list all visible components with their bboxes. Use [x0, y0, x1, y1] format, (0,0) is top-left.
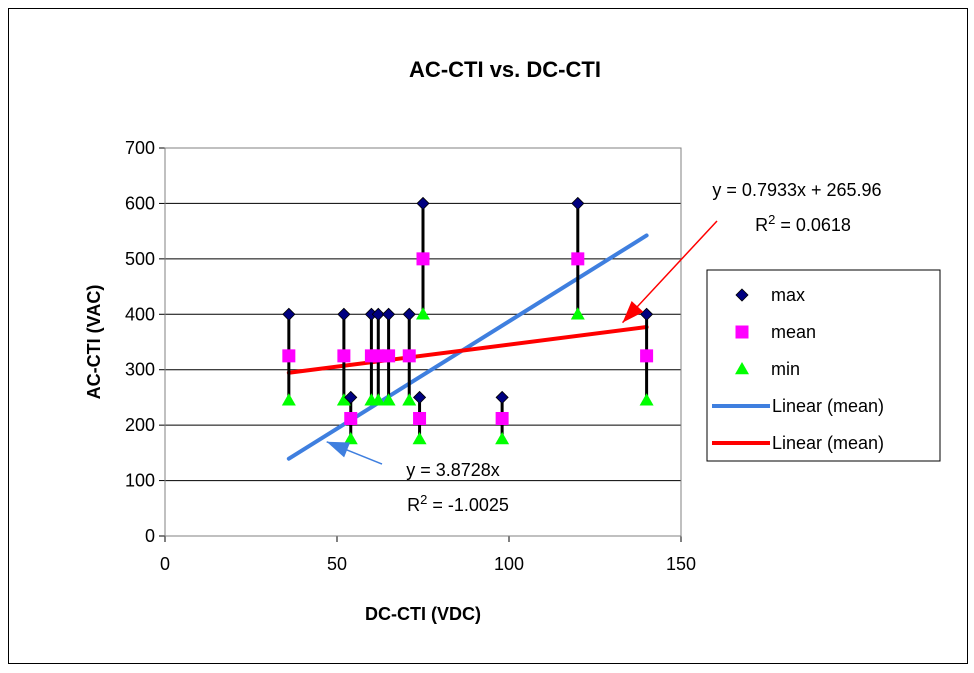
- annotation-blue-arrow-head: [326, 441, 351, 458]
- x-axis-label: DC-CTI (VDC): [365, 604, 481, 624]
- marker-mean: [382, 349, 396, 363]
- plot-area-border: [164, 147, 682, 537]
- marker-max: [416, 196, 430, 210]
- marker-min: [343, 432, 358, 445]
- marker-mean: [416, 252, 430, 266]
- marker-min: [416, 307, 430, 320]
- legend-marker-min: [735, 362, 749, 375]
- legend-label: mean: [771, 322, 816, 342]
- trendline-red: [286, 325, 649, 375]
- annotation-red-arrow-head: [622, 301, 644, 323]
- y-axis-label: AC-CTI (VAC): [84, 285, 104, 400]
- y-tick-label: 600: [125, 193, 155, 213]
- marker-min: [371, 393, 386, 406]
- annotation-red-arrow-line: [621, 220, 718, 324]
- marker-min: [412, 432, 427, 445]
- legend-marker-mean: [735, 325, 749, 339]
- marker-min: [402, 393, 417, 406]
- marker-min: [336, 393, 351, 406]
- marker-min: [281, 393, 296, 406]
- y-tick-label: 100: [125, 471, 155, 491]
- y-tick-label: 200: [125, 415, 155, 435]
- legend-label: Linear (mean): [772, 396, 884, 416]
- y-tick-label: 0: [145, 526, 155, 546]
- marker-max: [371, 307, 385, 321]
- marker-mean: [402, 349, 416, 363]
- legend-label: Linear (mean): [772, 433, 884, 453]
- marker-mean: [640, 349, 654, 363]
- marker-max: [571, 196, 585, 210]
- legend-label: max: [771, 285, 805, 305]
- marker-max: [412, 390, 427, 404]
- legend-label: min: [771, 359, 800, 379]
- x-tick-label: 100: [494, 554, 524, 574]
- marker-max: [344, 390, 358, 404]
- y-tick-labels: 0 100 200 300 400 500 600 700: [125, 138, 155, 546]
- marker-min: [381, 393, 396, 406]
- y-tick-label: 300: [125, 360, 155, 380]
- x-tick-labels: 0 50 100 150: [160, 554, 696, 574]
- marker-max: [382, 307, 396, 321]
- marker-min: [495, 432, 510, 445]
- x-tick-label: 150: [666, 554, 696, 574]
- y-tick-label: 500: [125, 249, 155, 269]
- marker-mean: [371, 349, 385, 363]
- marker-max: [337, 307, 351, 321]
- y-tick-label: 400: [125, 304, 155, 324]
- marker-mean: [495, 411, 509, 425]
- marker-mean: [344, 411, 358, 425]
- annotation-red-r2: R2 = 0.0618: [755, 212, 851, 236]
- marker-mean: [282, 349, 296, 363]
- legend-marker-max: [735, 288, 749, 302]
- marker-mean: [413, 411, 427, 425]
- marker-max: [640, 307, 654, 321]
- marker-mean: [337, 349, 351, 363]
- marker-mean: [571, 252, 585, 266]
- annotation-blue-equation: y = 3.8728x: [406, 460, 500, 480]
- marker-min: [570, 307, 585, 320]
- y-tick-label: 700: [125, 138, 155, 158]
- equation-annotations: y = 0.7933x + 265.96 R2 = 0.0618 y = 3.872…: [326, 180, 882, 516]
- chart-title: AC-CTI vs. DC-CTI: [409, 57, 601, 82]
- legend-box: [706, 269, 941, 462]
- annotation-blue-r2: R2 = -1.0025: [407, 492, 509, 516]
- data-markers: [281, 196, 654, 445]
- marker-max: [495, 390, 509, 404]
- x-tick-label: 0: [160, 554, 170, 574]
- marker-min: [639, 393, 654, 406]
- x-tick-label: 50: [327, 554, 347, 574]
- marker-max: [282, 307, 296, 321]
- gridlines: [159, 147, 682, 542]
- marker-max: [402, 307, 416, 321]
- annotation-red-equation: y = 0.7933x + 265.96: [712, 180, 881, 200]
- legend: max mean min Linear (mean) Linear (mean): [706, 269, 941, 462]
